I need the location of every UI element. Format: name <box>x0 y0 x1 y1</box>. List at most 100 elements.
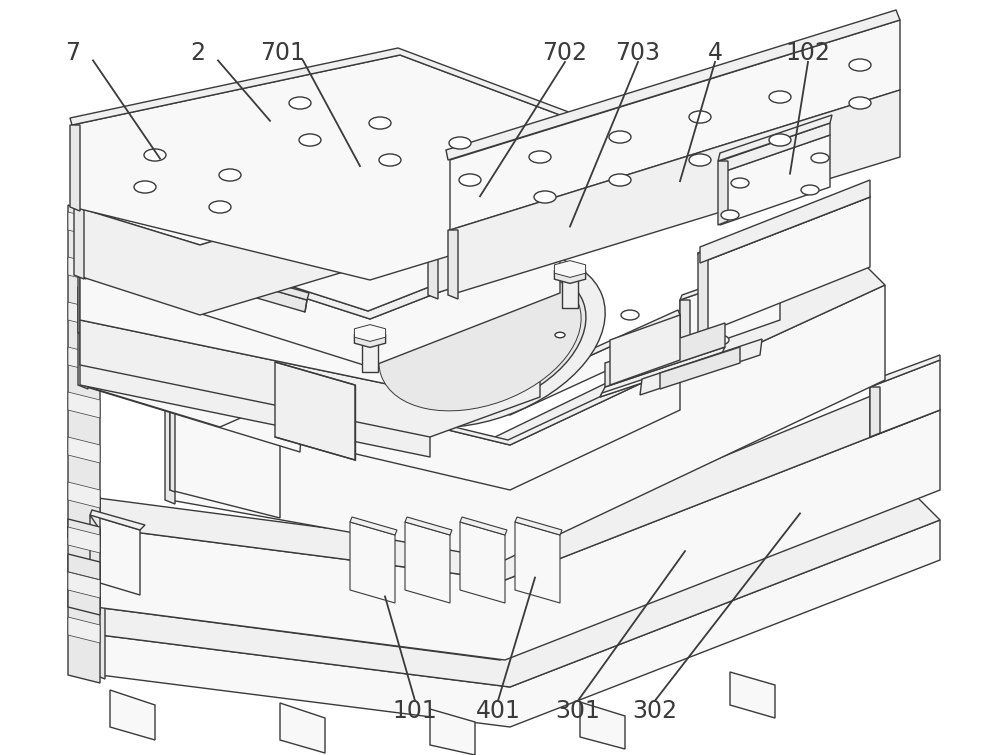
Ellipse shape <box>849 59 871 71</box>
Polygon shape <box>354 325 386 341</box>
Polygon shape <box>68 572 100 598</box>
Polygon shape <box>80 207 545 295</box>
Polygon shape <box>68 205 100 683</box>
Polygon shape <box>195 268 307 312</box>
Polygon shape <box>195 261 309 300</box>
Polygon shape <box>170 355 175 492</box>
Text: 703: 703 <box>616 41 660 65</box>
Text: 401: 401 <box>476 699 520 723</box>
Ellipse shape <box>369 117 391 129</box>
Polygon shape <box>698 253 708 335</box>
Polygon shape <box>446 10 900 160</box>
Ellipse shape <box>379 269 581 411</box>
Polygon shape <box>870 387 880 437</box>
Polygon shape <box>76 137 560 315</box>
Polygon shape <box>80 295 305 452</box>
Ellipse shape <box>621 310 639 320</box>
Polygon shape <box>185 251 193 284</box>
Ellipse shape <box>355 253 605 427</box>
Polygon shape <box>354 331 386 347</box>
Polygon shape <box>100 520 940 727</box>
Polygon shape <box>680 265 780 355</box>
Polygon shape <box>95 490 940 687</box>
Polygon shape <box>405 522 450 603</box>
Polygon shape <box>76 145 556 311</box>
Ellipse shape <box>711 335 729 345</box>
Polygon shape <box>80 207 540 302</box>
Ellipse shape <box>134 181 156 193</box>
Polygon shape <box>448 95 870 225</box>
Polygon shape <box>68 527 100 553</box>
Polygon shape <box>870 355 940 387</box>
Polygon shape <box>660 347 740 389</box>
Polygon shape <box>76 87 560 245</box>
Polygon shape <box>68 617 100 643</box>
Polygon shape <box>455 75 875 255</box>
Polygon shape <box>275 362 355 460</box>
Polygon shape <box>445 83 865 215</box>
Polygon shape <box>718 161 728 225</box>
Polygon shape <box>76 217 86 279</box>
Polygon shape <box>78 287 88 389</box>
Polygon shape <box>280 703 325 753</box>
Ellipse shape <box>459 174 481 186</box>
Polygon shape <box>273 310 680 392</box>
Polygon shape <box>450 105 870 265</box>
Polygon shape <box>448 230 458 299</box>
Polygon shape <box>68 257 100 283</box>
Ellipse shape <box>534 191 556 203</box>
Polygon shape <box>90 515 140 595</box>
Polygon shape <box>80 295 430 390</box>
Ellipse shape <box>611 362 629 372</box>
Polygon shape <box>170 285 885 560</box>
Ellipse shape <box>209 201 231 213</box>
Polygon shape <box>698 187 870 263</box>
Polygon shape <box>90 380 940 580</box>
Ellipse shape <box>689 154 711 166</box>
Text: 701: 701 <box>261 41 305 65</box>
Ellipse shape <box>144 149 166 161</box>
Polygon shape <box>450 20 900 230</box>
Ellipse shape <box>393 275 567 395</box>
Ellipse shape <box>801 185 819 195</box>
Polygon shape <box>74 207 84 279</box>
Polygon shape <box>640 339 762 395</box>
Text: 301: 301 <box>556 699 600 723</box>
Polygon shape <box>82 225 430 357</box>
Polygon shape <box>554 260 586 277</box>
Polygon shape <box>82 300 430 427</box>
Polygon shape <box>350 517 397 535</box>
Polygon shape <box>80 270 540 393</box>
Polygon shape <box>515 522 560 603</box>
Polygon shape <box>68 589 100 615</box>
Ellipse shape <box>609 174 631 186</box>
Ellipse shape <box>731 178 749 188</box>
Polygon shape <box>68 302 100 328</box>
Polygon shape <box>80 320 540 437</box>
Polygon shape <box>193 244 320 287</box>
Polygon shape <box>170 350 285 385</box>
Polygon shape <box>95 607 105 679</box>
Polygon shape <box>515 517 562 535</box>
Polygon shape <box>700 197 870 335</box>
Polygon shape <box>718 115 832 161</box>
Polygon shape <box>450 90 900 295</box>
Polygon shape <box>70 48 600 130</box>
Polygon shape <box>170 355 280 518</box>
Polygon shape <box>610 315 680 385</box>
Polygon shape <box>68 482 100 508</box>
Polygon shape <box>430 709 475 755</box>
Polygon shape <box>76 217 560 319</box>
Polygon shape <box>90 497 100 611</box>
Polygon shape <box>448 215 458 265</box>
Ellipse shape <box>849 97 871 109</box>
Polygon shape <box>362 339 378 372</box>
Polygon shape <box>720 123 830 173</box>
Polygon shape <box>68 519 100 545</box>
Polygon shape <box>554 267 586 283</box>
Polygon shape <box>72 55 600 280</box>
Polygon shape <box>450 137 875 265</box>
Polygon shape <box>95 410 940 660</box>
Polygon shape <box>562 275 578 308</box>
Polygon shape <box>68 347 100 373</box>
